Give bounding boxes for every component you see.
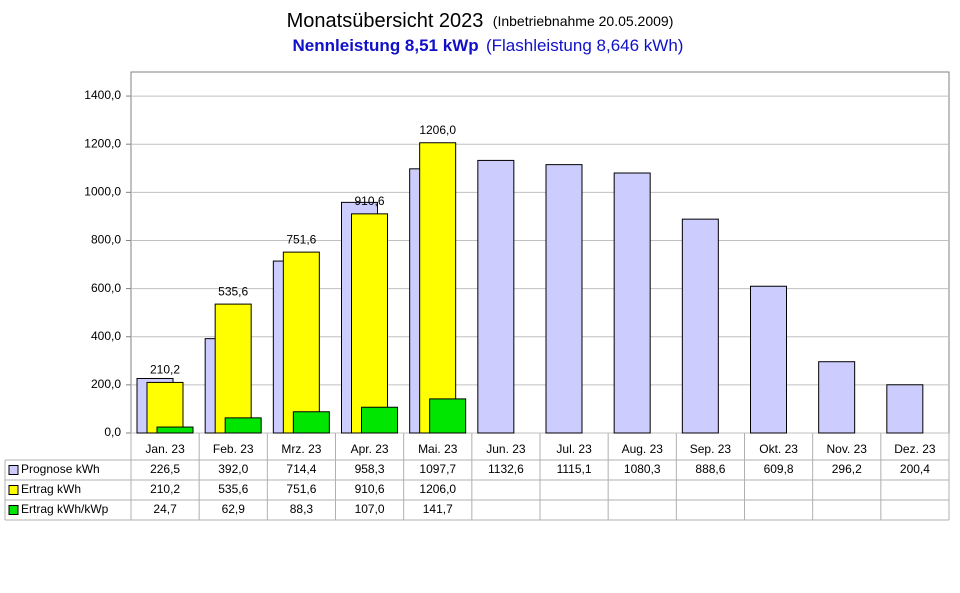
y-tick-label: 1200,0	[84, 136, 121, 150]
data-label: 1206,0	[419, 123, 456, 137]
x-tick-label: Mai. 23	[418, 442, 458, 456]
x-tick-label: Feb. 23	[213, 442, 254, 456]
table-cell: 958,3	[355, 462, 385, 476]
table-cell: 392,0	[218, 462, 248, 476]
data-label: 210,2	[150, 363, 180, 377]
bar	[681, 218, 719, 434]
bar	[224, 417, 262, 434]
legend-swatch	[8, 485, 19, 495]
table-cell: 200,4	[900, 462, 930, 476]
data-label: 535,6	[218, 284, 248, 298]
table-cell: 1097,7	[419, 462, 456, 476]
bar	[292, 411, 330, 434]
x-tick-label: Dez. 23	[894, 442, 936, 456]
table-cell: 210,2	[150, 482, 180, 496]
table-cell: 141,7	[423, 502, 453, 516]
x-tick-label: Jan. 23	[145, 442, 185, 456]
x-tick-label: Mrz. 23	[281, 442, 321, 456]
legend-swatch	[8, 505, 19, 515]
table-cell: 1206,0	[419, 482, 456, 496]
table-cell: 1115,1	[557, 462, 592, 476]
bar	[146, 381, 184, 434]
x-tick-label: Aug. 23	[622, 442, 664, 456]
table-cell: 714,4	[286, 462, 316, 476]
legend-label: Prognose kWh	[21, 462, 100, 476]
table-cell: 226,5	[150, 462, 180, 476]
table-cell: 751,6	[286, 482, 316, 496]
bar	[351, 213, 388, 434]
table-cell: 888,6	[695, 462, 725, 476]
y-tick-label: 1000,0	[84, 185, 121, 199]
chart-title-line: Monatsübersicht 2023 (Inbetriebnahme 20.…	[287, 10, 674, 32]
x-tick-label: Okt. 23	[759, 442, 798, 456]
x-tick-label: Apr. 23	[351, 442, 389, 456]
table-cell: 910,6	[355, 482, 385, 496]
table-cell: 24,7	[153, 502, 177, 516]
y-tick-label: 600,0	[91, 281, 121, 295]
x-tick-label: Jul. 23	[556, 442, 592, 456]
bar	[156, 426, 194, 434]
x-tick-label: Nov. 23	[827, 442, 868, 456]
table-cell: 62,9	[222, 502, 246, 516]
bar	[282, 251, 320, 434]
legend-label: Ertrag kWh	[21, 482, 81, 496]
bar	[214, 303, 252, 434]
plot-area	[130, 71, 950, 434]
bar	[419, 142, 457, 434]
data-label: 910,6	[354, 194, 384, 208]
rated-power: Nennleistung 8,51 kWp	[293, 36, 479, 55]
bar	[477, 159, 515, 434]
flash-power: (Flashleistung 8,646 kWh)	[486, 36, 683, 55]
table-cell: 535,6	[218, 482, 248, 496]
data-label: 751,6	[286, 232, 316, 246]
y-tick-label: 0,0	[104, 425, 121, 439]
bar	[361, 406, 398, 434]
bar	[429, 398, 467, 434]
y-tick-label: 200,0	[91, 377, 121, 391]
table-cell: 1080,3	[624, 462, 661, 476]
chart-title: Monatsübersicht 2023	[287, 10, 484, 32]
table-cell: 1132,6	[488, 462, 524, 476]
y-tick-label: 1400,0	[84, 88, 121, 102]
table-cell: 88,3	[290, 502, 314, 516]
subtitle-line: Nennleistung 8,51 kWp (Flashleistung 8,6…	[293, 36, 684, 55]
bar	[818, 361, 856, 434]
y-tick-label: 400,0	[91, 329, 121, 343]
bar	[750, 285, 787, 434]
x-tick-label: Jun. 23	[486, 442, 526, 456]
table-cell: 296,2	[832, 462, 862, 476]
x-tick-label: Sep. 23	[690, 442, 732, 456]
legend-label: Ertrag kWh/kWp	[21, 502, 109, 516]
table-cell: 609,8	[764, 462, 794, 476]
table-cell: 107,0	[355, 502, 385, 516]
y-tick-label: 800,0	[91, 233, 121, 247]
commissioning: (Inbetriebnahme 20.05.2009)	[493, 13, 674, 29]
bar	[886, 384, 924, 434]
legend-swatch	[8, 465, 19, 475]
bar	[613, 172, 651, 434]
bar	[545, 164, 583, 434]
